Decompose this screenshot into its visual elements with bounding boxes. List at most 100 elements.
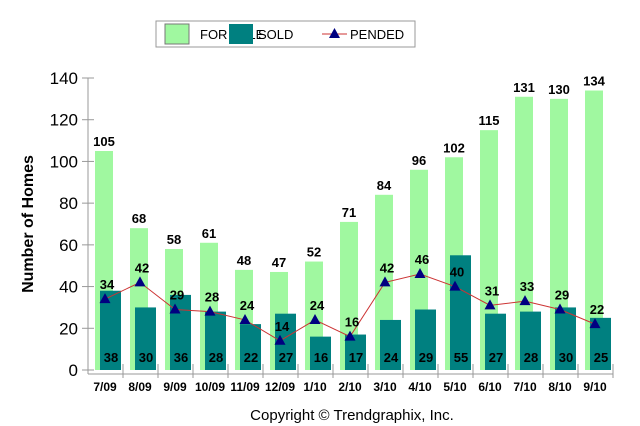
- marker-pended: [379, 276, 391, 287]
- x-tick-label: 3/10: [373, 380, 397, 394]
- y-tick-label: 120: [50, 111, 78, 130]
- legend-marker-pended: [329, 28, 340, 38]
- legend-swatch-sold: [229, 24, 253, 44]
- label-sold: 55: [454, 350, 468, 365]
- marker-pended: [204, 305, 216, 316]
- bar-sold: [345, 334, 366, 370]
- marker-pended: [309, 313, 321, 324]
- label-for-sale: 48: [237, 253, 251, 268]
- bar-sold: [100, 290, 121, 370]
- bar-sold: [275, 313, 296, 370]
- label-for-sale: 96: [412, 153, 426, 168]
- label-sold: 16: [314, 350, 328, 365]
- bar-for-sale: [340, 221, 358, 370]
- x-tick-label: 9/10: [583, 380, 607, 394]
- x-tick-label: 2/10: [338, 380, 362, 394]
- label-sold: 30: [139, 350, 153, 365]
- label-sold: 24: [384, 350, 399, 365]
- label-for-sale: 131: [513, 80, 535, 95]
- legend: FOR SALE SOLD PENDED: [155, 20, 416, 48]
- label-sold: 25: [594, 350, 608, 365]
- bar-for-sale: [550, 98, 568, 370]
- marker-pended: [589, 318, 601, 329]
- x-tick-label: 6/10: [478, 380, 502, 394]
- y-tick-label: 100: [50, 152, 78, 171]
- label-pended: 33: [520, 279, 534, 294]
- label-sold: 38: [104, 350, 118, 365]
- label-pended: 31: [485, 283, 499, 298]
- label-pended: 40: [450, 265, 464, 280]
- bar-sold: [590, 317, 611, 370]
- label-sold: 30: [559, 350, 573, 365]
- label-pended: 46: [415, 252, 429, 267]
- x-tick-label: 4/10: [408, 380, 432, 394]
- bar-sold: [170, 294, 191, 370]
- bar-sold: [555, 307, 576, 370]
- label-pended: 34: [100, 277, 115, 292]
- label-pended: 42: [135, 260, 149, 275]
- marker-pended: [554, 303, 566, 314]
- y-tick-label: 60: [59, 236, 78, 255]
- x-tick-label: 1/10: [303, 380, 327, 394]
- x-tick-label: 9/09: [163, 380, 187, 394]
- label-sold: 28: [209, 350, 223, 365]
- label-sold: 22: [244, 350, 258, 365]
- x-tick-label: 8/10: [548, 380, 572, 394]
- marker-pended: [99, 293, 111, 304]
- bar-sold: [380, 319, 401, 370]
- x-tick-label: 10/09: [195, 380, 225, 394]
- bar-sold: [135, 307, 156, 370]
- label-sold: 28: [524, 350, 538, 365]
- label-for-sale: 84: [377, 178, 392, 193]
- bar-sold: [415, 309, 436, 370]
- bar-sold: [205, 311, 226, 370]
- legend-label-sold: SOLD: [258, 27, 293, 42]
- label-sold: 29: [419, 350, 433, 365]
- label-for-sale: 102: [443, 140, 465, 155]
- label-for-sale: 58: [167, 232, 181, 247]
- label-for-sale: 68: [132, 211, 146, 226]
- bar-for-sale: [480, 130, 498, 370]
- label-for-sale: 47: [272, 255, 286, 270]
- label-pended: 29: [555, 288, 569, 303]
- marker-pended: [414, 268, 426, 279]
- marker-pended: [519, 295, 531, 306]
- bar-sold: [240, 324, 261, 370]
- marker-pended: [484, 299, 496, 310]
- marker-pended: [134, 276, 146, 287]
- label-for-sale: 130: [548, 82, 570, 97]
- label-for-sale: 61: [202, 226, 216, 241]
- label-for-sale: 52: [307, 245, 321, 260]
- bar-sold: [485, 313, 506, 370]
- bar-sold: [310, 336, 331, 370]
- y-tick-label: 40: [59, 278, 78, 297]
- label-sold: 17: [349, 350, 363, 365]
- label-for-sale: 71: [342, 205, 356, 220]
- x-tick-label: 11/09: [230, 380, 260, 394]
- x-tick-label: 5/10: [443, 380, 467, 394]
- label-sold: 27: [489, 350, 503, 365]
- y-tick-label: 80: [59, 194, 78, 213]
- marker-pended: [239, 313, 251, 324]
- y-tick-label: 0: [69, 361, 78, 380]
- label-pended: 42: [380, 260, 394, 275]
- bar-sold: [520, 311, 541, 370]
- legend-box: [155, 20, 416, 48]
- label-sold: 36: [174, 350, 188, 365]
- label-pended: 24: [240, 298, 255, 313]
- marker-pended: [344, 330, 356, 341]
- x-tick-label: 8/09: [128, 380, 152, 394]
- x-tick-label: 7/10: [513, 380, 537, 394]
- label-for-sale: 105: [93, 134, 115, 149]
- legend-label-pended: PENDED: [350, 27, 404, 42]
- label-pended: 16: [345, 315, 359, 330]
- y-tick-label: 140: [50, 69, 78, 88]
- label-pended: 14: [275, 319, 290, 334]
- legend-swatch-for-sale: [164, 23, 190, 45]
- label-for-sale: 134: [583, 74, 605, 89]
- y-axis-label: Number of Homes: [20, 155, 37, 293]
- copyright-footer: Copyright © Trendgraphix, Inc.: [250, 407, 454, 424]
- marker-pended: [449, 280, 461, 291]
- y-tick-label: 20: [59, 319, 78, 338]
